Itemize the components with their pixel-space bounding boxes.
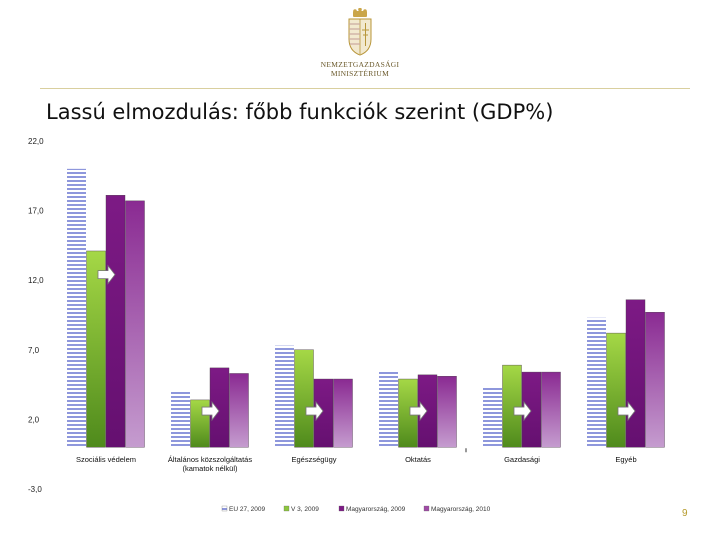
bar-hu-2010 xyxy=(645,312,665,448)
ministry-name-line2: MINISZTÉRIUM xyxy=(330,69,390,78)
bar-eu27-2009 xyxy=(379,370,398,448)
bar-v3-2009 xyxy=(606,332,626,448)
legend-label: Magyarország, 2010 xyxy=(431,506,491,513)
chart-legend: EU 27, 2009 V 3, 2009 Magyarország, 2009 Ma… xyxy=(221,505,491,513)
bar-v3-2009 xyxy=(294,349,314,448)
bar-eu27-2009 xyxy=(483,387,502,448)
y-tick-label: 2,0 xyxy=(28,415,40,424)
legend-swatch xyxy=(283,505,290,512)
bar-v3-2009 xyxy=(502,364,522,448)
bar-hu-2010 xyxy=(541,371,561,448)
y-tick-label: 12,0 xyxy=(28,276,44,285)
trend-arrow-icon xyxy=(97,264,116,285)
trend-arrow-icon xyxy=(513,400,532,422)
page-number: 9 xyxy=(682,508,688,519)
bar-eu27-2009 xyxy=(171,391,190,448)
y-tick-label: -3,0 xyxy=(28,485,42,494)
trend-arrow-icon xyxy=(409,400,428,422)
bar-eu27-2009 xyxy=(275,345,294,448)
bar-hu-2009 xyxy=(105,195,126,448)
trend-arrow-icon xyxy=(617,400,636,422)
category-label: Általános közszolgáltatás (kamatok nélkül… xyxy=(168,455,252,473)
legend-swatch xyxy=(338,505,345,512)
category-label: Egyéb xyxy=(615,455,636,464)
category-label: Szociális védelem xyxy=(76,455,136,464)
category-label: Oktatás xyxy=(405,455,431,464)
category-label: Egészségügy xyxy=(291,455,336,464)
y-tick-label: 17,0 xyxy=(28,207,44,216)
legend-swatch xyxy=(221,505,228,512)
bar-hu-2009 xyxy=(625,299,646,448)
slide-title: Lassú elmozdulás: főbb funkciók szerint … xyxy=(46,100,554,124)
ministry-name-line1: NEMZETGAZDASÁGI xyxy=(320,60,400,69)
bar-hu-2010 xyxy=(437,376,457,448)
legend-label: Magyarország, 2009 xyxy=(346,506,406,513)
trend-arrow-icon xyxy=(305,400,324,422)
y-tick-label: 22,0 xyxy=(28,137,44,146)
bar-eu27-2009 xyxy=(67,168,86,448)
arrow-markers xyxy=(97,264,636,422)
legend-label: V 3, 2009 xyxy=(291,506,319,513)
y-axis-ticks: -3,0 2,0 7,0 12,0 17,0 22,0 xyxy=(28,137,44,494)
bar-eu27-2009 xyxy=(587,317,606,448)
bar-hu-2010 xyxy=(333,378,353,448)
trend-arrow-icon xyxy=(201,400,220,422)
bar-hu-2010 xyxy=(125,200,145,448)
legend-label: EU 27, 2009 xyxy=(229,506,266,513)
coat-of-arms-icon xyxy=(348,8,372,56)
y-tick-label: 7,0 xyxy=(28,346,40,355)
bar-series xyxy=(67,168,665,448)
ministry-name: NEMZETGAZDASÁGI MINISZTÉRIUM xyxy=(300,60,420,78)
legend-swatch xyxy=(423,505,430,512)
header-divider xyxy=(40,88,690,89)
category-label: Gazdasági xyxy=(504,455,540,464)
bar-hu-2010 xyxy=(229,373,249,448)
bar-v3-2009 xyxy=(86,250,106,448)
category-labels: Szociális védelem Általános közszolgáltat… xyxy=(76,448,637,473)
